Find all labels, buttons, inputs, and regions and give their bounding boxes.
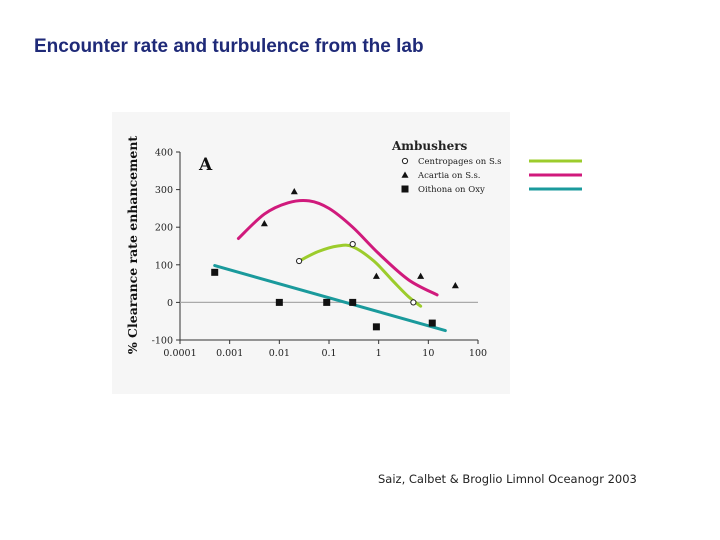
data-point	[260, 219, 268, 227]
trend-line	[297, 243, 423, 308]
x-tick-label: 0.01	[269, 348, 290, 359]
legend-title: Ambushers	[391, 139, 468, 153]
legend: Ambushers Centropages on S.s Acartia on S.…	[391, 139, 582, 195]
y-tick-label: -100	[152, 336, 173, 347]
data-point	[401, 185, 409, 193]
data-point	[372, 323, 380, 331]
y-tick-label: 400	[155, 148, 173, 159]
trend-line	[213, 264, 447, 333]
data-point	[401, 157, 409, 165]
x-tick-label: 100	[469, 348, 487, 359]
data-point	[211, 268, 219, 276]
data-point	[451, 281, 459, 289]
data-point	[349, 298, 357, 306]
data-point	[290, 187, 298, 195]
data-point	[428, 319, 436, 327]
data-point	[295, 257, 303, 265]
data-point	[401, 171, 409, 178]
trend-lines	[213, 198, 447, 333]
data-point	[275, 298, 283, 306]
legend-entry-label: Oithona on Oxy	[418, 185, 485, 195]
legend-entry-label: Centropages on S.s	[418, 157, 502, 167]
data-point	[372, 272, 380, 279]
x-tick-label: 0.001	[216, 348, 243, 359]
x-tick-label: 10	[422, 348, 434, 359]
data-point	[410, 299, 417, 306]
data-point	[349, 241, 356, 248]
x-tick-label: 0.1	[321, 348, 336, 359]
citation: Saiz, Calbet & Broglio Limnol Oceanogr 2…	[378, 472, 637, 486]
trend-line	[236, 198, 439, 297]
legend-entry-label: Acartia on S.s.	[417, 171, 481, 181]
figure-panel	[112, 112, 510, 394]
slide-title: Encounter rate and turbulence from the l…	[34, 36, 424, 57]
data-point	[417, 272, 425, 279]
panel-letter: A	[198, 155, 213, 175]
data-point	[323, 298, 331, 306]
y-tick-label: 200	[155, 223, 173, 234]
y-tick-label: 0	[167, 298, 173, 309]
y-tick-label: 100	[155, 260, 173, 271]
axes	[176, 151, 479, 344]
y-axis-label: % Clearance rate enhancement	[125, 136, 140, 355]
x-tick-label: 1	[376, 348, 382, 359]
x-tick-label: 0.0001	[163, 348, 196, 359]
data-points	[211, 187, 459, 331]
y-tick-label: 300	[155, 185, 173, 196]
